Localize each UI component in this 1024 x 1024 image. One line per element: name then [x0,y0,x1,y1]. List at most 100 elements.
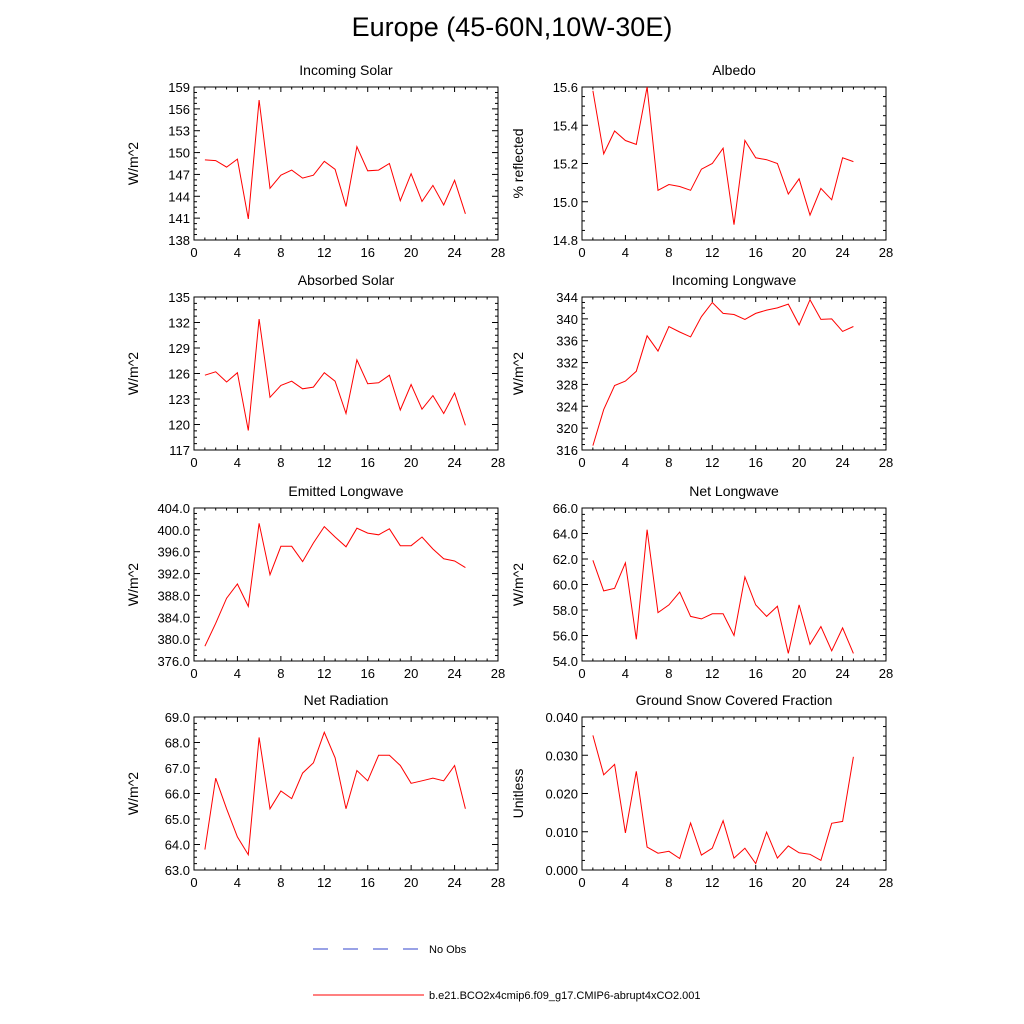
y-tick-label: 141 [168,211,190,226]
y-tick-label: 336 [556,334,578,349]
y-tick-label: 156 [168,102,190,117]
y-tick-label: 60.0 [553,578,578,593]
panel-title: Emitted Longwave [288,483,403,499]
x-tick-label: 0 [578,245,585,260]
x-tick-label: 28 [491,455,505,470]
series-line [204,319,466,431]
x-tick-label: 4 [622,666,629,681]
x-tick-label: 8 [665,666,672,681]
panel-emitted-longwave: 0 4 8 12 16 20 24 28 376.0 380.0 384.0 388.0 392.0 39… [125,483,505,681]
y-tick-label: 129 [168,341,190,356]
x-tick-label: 0 [578,455,585,470]
y-tick-label: 135 [168,290,190,305]
y-tick-label: 150 [168,146,190,161]
x-tick-label: 20 [792,245,806,260]
y-tick-label: 0.000 [545,863,578,878]
panel-title: Net Longwave [689,483,779,499]
x-tick-label: 24 [447,455,461,470]
series-line [592,529,854,654]
y-tick-label: 332 [556,356,578,371]
y-tick-label: 69.0 [165,710,190,725]
x-tick-label: 12 [705,245,719,260]
x-tick-label: 0 [190,455,197,470]
x-tick-label: 28 [491,875,505,890]
x-tick-label: 4 [622,875,629,890]
panel-net-radiation: 0 4 8 12 16 20 24 28 63.0 64.0 65.0 66.0 67.0 68.0 69.… [125,692,505,890]
x-tick-label: 0 [190,875,197,890]
plot-frame [193,296,499,451]
y-axis-label: W/m^2 [125,142,141,185]
y-tick-label: 396.0 [157,545,190,560]
y-tick-label: 147 [168,167,190,182]
x-tick-label: 12 [705,875,719,890]
panel-title: Incoming Solar [299,62,393,78]
y-tick-label: 126 [168,367,190,382]
legend: No Obs b.e21.BCO2x4cmip6.f09_g17.CMIP6-ab… [313,944,701,1002]
x-tick-label: 12 [317,455,331,470]
plot-frame [581,296,887,451]
x-tick-label: 20 [404,875,418,890]
x-tick-label: 12 [317,875,331,890]
plot-frame [581,716,887,871]
x-tick-label: 20 [404,245,418,260]
x-tick-label: 20 [792,455,806,470]
y-tick-label: 63.0 [165,863,190,878]
x-tick-label: 12 [705,455,719,470]
y-tick-label: 117 [169,443,190,458]
y-tick-label: 392.0 [157,567,190,582]
y-tick-label: 64.0 [553,527,578,542]
y-tick-label: 15.6 [553,80,578,95]
x-tick-label: 24 [835,666,849,681]
y-tick-label: 0.020 [545,787,578,802]
x-tick-label: 28 [491,666,505,681]
y-tick-label: 138 [168,233,190,248]
y-tick-label: 132 [168,316,190,331]
x-tick-label: 24 [447,875,461,890]
x-tick-label: 28 [879,245,893,260]
y-tick-label: 328 [556,377,578,392]
x-tick-label: 16 [748,875,762,890]
x-tick-label: 8 [277,455,284,470]
plot-frame [581,86,887,241]
series-line [204,730,466,857]
x-tick-label: 16 [360,875,374,890]
plot-frame [193,507,499,662]
y-axis-label: W/m^2 [125,772,141,815]
y-axis-label: W/m^2 [510,352,526,395]
y-tick-label: 376.0 [157,654,190,669]
y-tick-label: 67.0 [165,761,190,776]
panel-absorbed-solar: 0 4 8 12 16 20 24 28 117 120 123 126 129 132 135 Absorb… [125,272,505,470]
y-tick-label: 0.030 [545,748,578,763]
y-tick-label: 14.8 [553,233,578,248]
x-tick-label: 4 [234,666,241,681]
y-tick-label: 58.0 [553,603,578,618]
x-tick-label: 0 [578,666,585,681]
plot-frame [581,507,887,662]
y-tick-label: 316 [556,443,578,458]
x-tick-label: 12 [705,666,719,681]
plot-frame [193,716,499,871]
x-tick-label: 4 [234,875,241,890]
plot-frame [193,86,499,241]
x-tick-label: 0 [578,875,585,890]
y-tick-label: 384.0 [157,610,190,625]
x-tick-label: 24 [447,666,461,681]
y-axis-label: W/m^2 [125,352,141,395]
y-tick-label: 65.0 [165,812,190,827]
panel-net-longwave: 0 4 8 12 16 20 24 28 54.0 56.0 58.0 60.0 62.0 64.0 66.… [510,483,893,681]
y-tick-label: 320 [556,421,578,436]
panel-title: Incoming Longwave [672,272,797,288]
x-tick-label: 8 [277,245,284,260]
x-tick-label: 8 [665,245,672,260]
y-tick-label: 15.0 [553,195,578,210]
series-line [204,100,466,219]
x-tick-label: 24 [447,245,461,260]
panel-ground-snow-covered-fraction: 0 4 8 12 16 20 24 28 0.000 0.010 0.020 0.030 0.040 Gr… [510,692,893,890]
x-tick-label: 28 [879,455,893,470]
y-axis-label: W/m^2 [125,563,141,606]
x-tick-label: 24 [835,455,849,470]
y-tick-label: 54.0 [553,654,578,669]
x-tick-label: 4 [234,245,241,260]
panel-title: Absorbed Solar [298,272,395,288]
